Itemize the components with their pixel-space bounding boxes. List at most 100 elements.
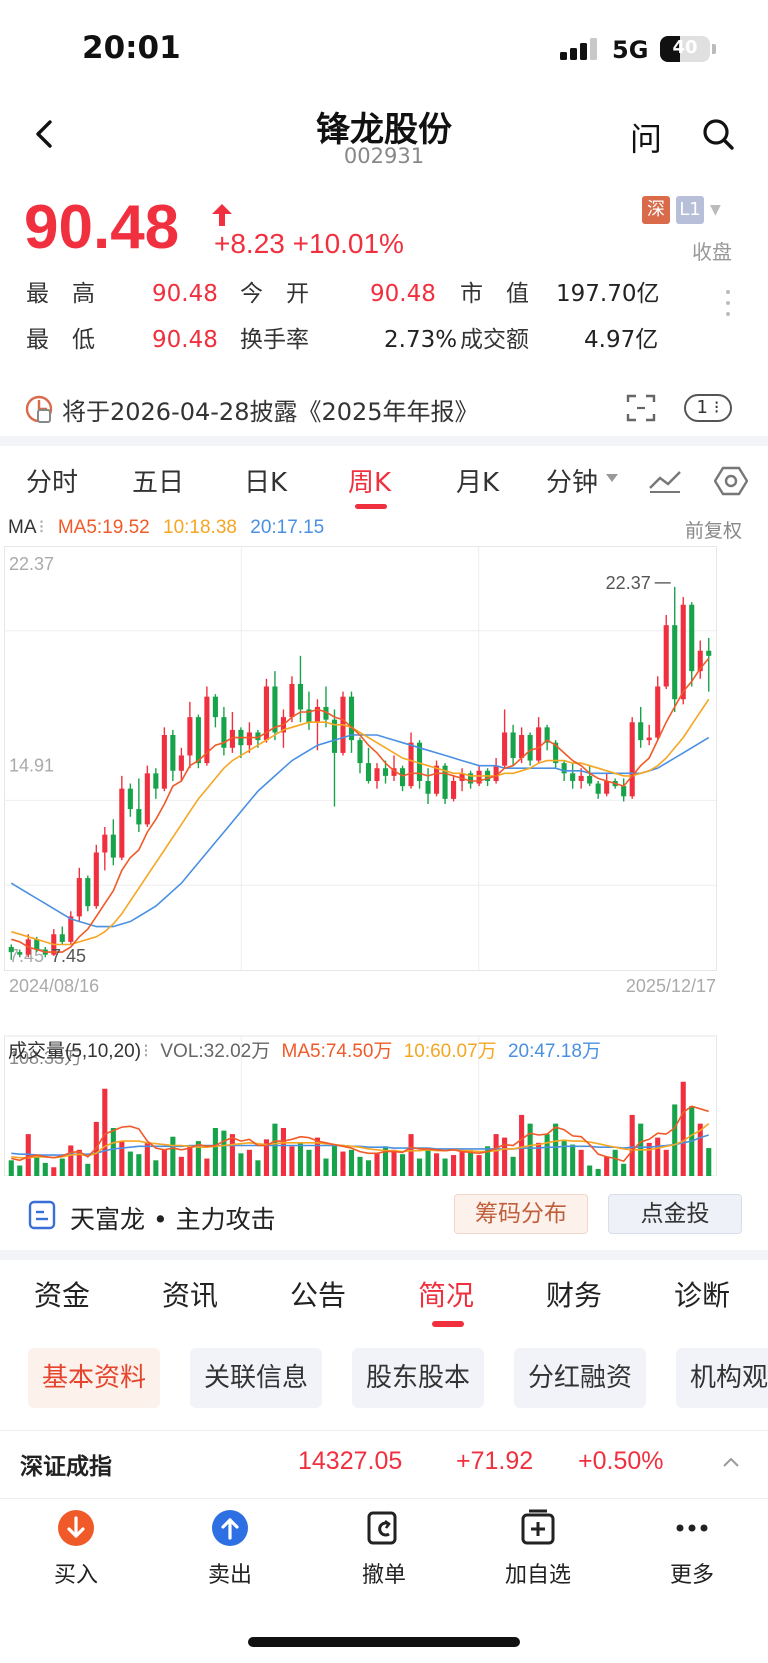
level-badge[interactable]: L1	[676, 196, 704, 224]
fullscreen-icon[interactable]	[624, 392, 658, 424]
cancel-order-label: 撤单	[361, 1563, 406, 1588]
volume-bar	[212, 1128, 218, 1176]
level-dropdown-icon[interactable]: ▼	[710, 202, 721, 218]
candle-body	[297, 683, 304, 710]
tab-financials[interactable]: 财务	[546, 1279, 603, 1312]
chip-basic-info[interactable]: 基本资料	[28, 1348, 161, 1408]
tab-minute[interactable]: 分钟	[546, 468, 599, 498]
chevron-down-icon[interactable]	[606, 474, 618, 482]
volume-bar	[655, 1137, 661, 1176]
candle-body	[502, 732, 508, 766]
volume-ma10: 10:60.07万	[403, 1041, 497, 1062]
candle-body	[153, 773, 159, 789]
volume-bar	[289, 1146, 295, 1176]
tab-weekly-k[interactable]: 周K	[348, 468, 392, 498]
ma5-line	[11, 657, 710, 953]
volume-more-icon[interactable]: ⁝	[143, 1041, 150, 1062]
volume-bar	[348, 1149, 355, 1176]
volume-bar	[485, 1146, 491, 1176]
candle-body	[451, 780, 457, 799]
candle-body	[348, 696, 355, 741]
volume-bar	[527, 1123, 533, 1176]
back-arrow-icon[interactable]	[28, 116, 64, 152]
candle-body	[144, 773, 150, 825]
kline-chart[interactable]: 22.37 14.91 7.45 22.37 7.45 2024/08/16 2025/12…	[4, 546, 764, 1176]
tab-timeshare[interactable]: 分时	[26, 468, 79, 498]
home-indicator	[248, 1637, 520, 1647]
max-marker-label: 22.37	[606, 573, 651, 593]
volume-bar	[697, 1123, 703, 1176]
tab-monthly-k[interactable]: 月K	[456, 468, 500, 498]
search-icon[interactable]	[700, 116, 736, 152]
ma-more-icon[interactable]: ⁝	[38, 517, 45, 538]
volume-bar	[76, 1149, 82, 1176]
indicator-icon[interactable]	[648, 468, 682, 494]
volume-bar	[391, 1149, 397, 1176]
tab-news[interactable]: 资讯	[162, 1279, 219, 1312]
volume-bar	[110, 1128, 116, 1176]
candle-body	[102, 834, 108, 853]
chip-shareholders[interactable]: 股东股本	[352, 1348, 485, 1408]
sell-button[interactable]: 卖出	[180, 1509, 280, 1589]
calendar-report-icon	[25, 395, 53, 423]
settings-icon[interactable]	[714, 464, 748, 498]
min-marker-label: 7.45	[51, 946, 86, 966]
volume-bar	[434, 1153, 440, 1176]
volume-bar	[229, 1134, 235, 1176]
candle-body	[561, 763, 567, 774]
candle-body	[204, 696, 210, 764]
volume-bar	[680, 1081, 686, 1176]
signal-text[interactable]: 天富龙 • 主力攻击	[70, 1205, 276, 1234]
tab-funds[interactable]: 资金	[34, 1279, 91, 1312]
volume-bar	[280, 1128, 286, 1176]
candle-body	[110, 834, 116, 858]
index-ticker[interactable]: 深证成指 14327.05 +71.92 +0.50%	[0, 1430, 768, 1496]
chip-distribution-button[interactable]: 筹码分布	[454, 1194, 588, 1234]
candle-body	[382, 768, 389, 776]
stat-value-high: 90.48	[152, 281, 218, 307]
volume-bar	[629, 1114, 635, 1176]
tab-announcements[interactable]: 公告	[290, 1279, 347, 1312]
chip-related-info[interactable]: 关联信息	[190, 1348, 323, 1408]
volume-bar	[68, 1145, 74, 1176]
chip-institutional[interactable]: 机构观	[676, 1348, 768, 1408]
nav-bar: 锋龙股份 002931 问	[0, 100, 768, 180]
more-stats-icon[interactable]	[726, 290, 730, 323]
candle-body	[136, 809, 142, 825]
cancel-order-icon	[367, 1511, 397, 1545]
volume-label: 成交量(5,10,20)	[8, 1041, 142, 1062]
volume-bar	[561, 1141, 567, 1176]
add-watchlist-button[interactable]: 加自选	[488, 1509, 588, 1589]
candle-body	[570, 773, 576, 781]
battery-tip	[712, 44, 716, 54]
buy-button[interactable]: 买入	[26, 1509, 126, 1589]
volume-bar	[663, 1149, 669, 1176]
exchange-badge[interactable]: 深	[642, 196, 670, 224]
stat-label: 最 高	[26, 281, 95, 307]
notice-count-pill[interactable]: 1 ⁝	[684, 394, 732, 422]
volume-bar	[519, 1114, 525, 1176]
candle-body	[536, 727, 542, 761]
tab-five-day[interactable]: 五日	[132, 468, 185, 498]
chevron-up-icon[interactable]	[722, 1453, 740, 1471]
volume-bar	[297, 1142, 304, 1176]
tab-daily-k[interactable]: 日K	[244, 468, 288, 498]
report-notice[interactable]: 将于2026-04-28披露《2025年年报》 1 ⁝	[0, 384, 768, 434]
candle-body	[527, 735, 533, 761]
more-button[interactable]: 更多	[642, 1509, 742, 1589]
sell-label: 卖出	[207, 1563, 252, 1588]
candle-body	[442, 765, 448, 799]
candle-body	[59, 934, 65, 942]
volume-ma20: 20:47.18万	[507, 1041, 601, 1062]
adjust-mode[interactable]: 前复权	[684, 521, 742, 542]
tab-diagnosis[interactable]: 诊断	[674, 1279, 731, 1312]
cancel-order-button[interactable]: 撤单	[334, 1509, 434, 1589]
ask-button[interactable]: 问	[630, 120, 663, 158]
dianjintou-button[interactable]: 点金投	[608, 1194, 742, 1234]
quote-panel: 90.48 +8.23 +10.01% 深 L1 ▼ 收盘 最 高 90.48 …	[0, 190, 768, 380]
stat-label: 成交额	[460, 327, 529, 353]
volume-bar	[451, 1155, 457, 1176]
tab-profile[interactable]: 简况	[418, 1279, 475, 1312]
candle-body	[212, 696, 218, 718]
chip-dividends[interactable]: 分红融资	[514, 1348, 647, 1408]
